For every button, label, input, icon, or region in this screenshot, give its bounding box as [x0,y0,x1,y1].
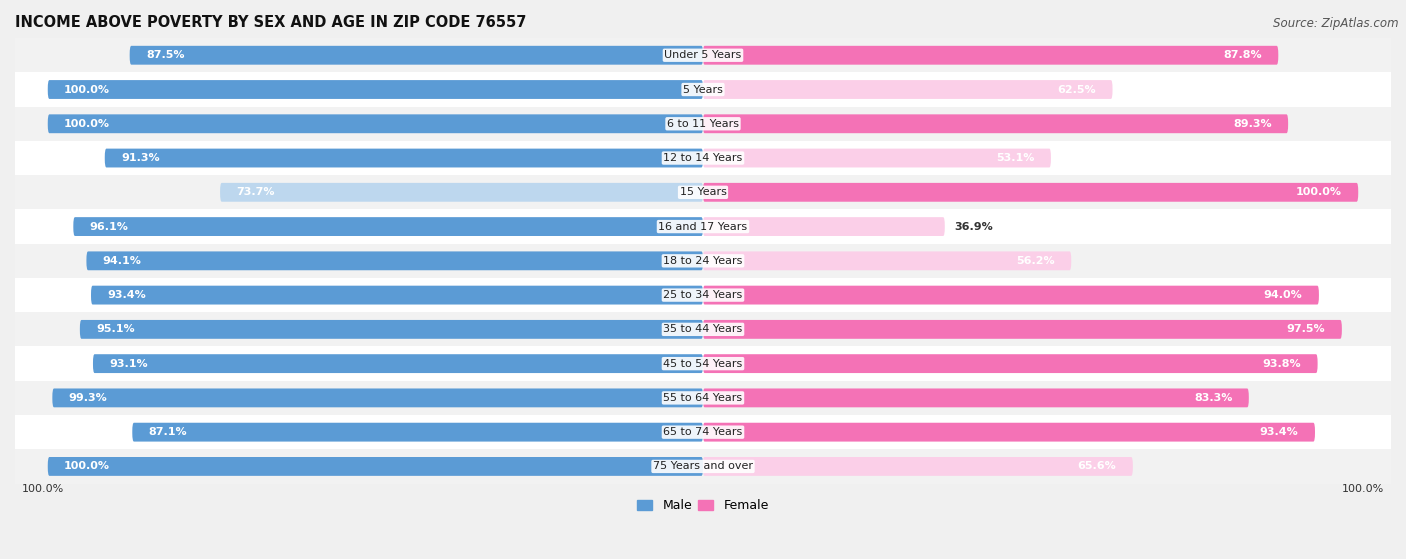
FancyBboxPatch shape [703,217,945,236]
Bar [15,210,1391,244]
FancyBboxPatch shape [132,423,703,442]
Text: 100.0%: 100.0% [65,461,110,471]
FancyBboxPatch shape [48,457,703,476]
Text: 56.2%: 56.2% [1017,256,1054,266]
Text: 45 to 54 Years: 45 to 54 Years [664,359,742,368]
Text: 93.4%: 93.4% [107,290,146,300]
Text: 5 Years: 5 Years [683,84,723,94]
Bar [15,38,1391,72]
Text: 93.1%: 93.1% [110,359,148,368]
Bar [15,278,1391,312]
FancyBboxPatch shape [703,115,1288,133]
Text: 94.0%: 94.0% [1264,290,1302,300]
Text: 100.0%: 100.0% [65,84,110,94]
Text: 97.5%: 97.5% [1286,324,1326,334]
FancyBboxPatch shape [703,286,1319,305]
Text: 96.1%: 96.1% [90,221,128,231]
Text: Source: ZipAtlas.com: Source: ZipAtlas.com [1274,17,1399,30]
Bar [15,72,1391,107]
Text: 87.1%: 87.1% [149,427,187,437]
Bar [15,381,1391,415]
Bar [15,244,1391,278]
Text: 100.0%: 100.0% [1343,484,1385,494]
Text: 16 and 17 Years: 16 and 17 Years [658,221,748,231]
FancyBboxPatch shape [703,80,1112,99]
Text: 94.1%: 94.1% [103,256,142,266]
Text: 93.8%: 93.8% [1263,359,1301,368]
Text: 83.3%: 83.3% [1194,393,1233,403]
Bar [15,449,1391,484]
Text: 87.5%: 87.5% [146,50,184,60]
Text: 100.0%: 100.0% [21,484,63,494]
Legend: Male, Female: Male, Female [633,494,773,518]
FancyBboxPatch shape [105,149,703,168]
FancyBboxPatch shape [48,115,703,133]
FancyBboxPatch shape [48,80,703,99]
Bar [15,312,1391,347]
Text: 91.3%: 91.3% [121,153,160,163]
Text: Under 5 Years: Under 5 Years [665,50,741,60]
FancyBboxPatch shape [91,286,703,305]
Bar [15,175,1391,210]
FancyBboxPatch shape [703,46,1278,65]
Text: 99.3%: 99.3% [69,393,107,403]
FancyBboxPatch shape [221,183,703,202]
FancyBboxPatch shape [129,46,703,65]
Text: 65 to 74 Years: 65 to 74 Years [664,427,742,437]
Text: 53.1%: 53.1% [997,153,1035,163]
Text: 75 Years and over: 75 Years and over [652,461,754,471]
FancyBboxPatch shape [73,217,703,236]
Bar [15,141,1391,175]
FancyBboxPatch shape [703,354,1317,373]
Text: 100.0%: 100.0% [65,119,110,129]
FancyBboxPatch shape [703,423,1315,442]
Bar [15,347,1391,381]
Text: 18 to 24 Years: 18 to 24 Years [664,256,742,266]
Text: 65.6%: 65.6% [1078,461,1116,471]
FancyBboxPatch shape [86,252,703,270]
Text: 35 to 44 Years: 35 to 44 Years [664,324,742,334]
Text: 6 to 11 Years: 6 to 11 Years [666,119,740,129]
Text: 12 to 14 Years: 12 to 14 Years [664,153,742,163]
Text: 55 to 64 Years: 55 to 64 Years [664,393,742,403]
Text: 95.1%: 95.1% [96,324,135,334]
Bar [15,107,1391,141]
FancyBboxPatch shape [703,389,1249,408]
Text: 62.5%: 62.5% [1057,84,1097,94]
FancyBboxPatch shape [93,354,703,373]
FancyBboxPatch shape [703,149,1050,168]
FancyBboxPatch shape [52,389,703,408]
FancyBboxPatch shape [703,183,1358,202]
Text: 87.8%: 87.8% [1223,50,1263,60]
Text: 36.9%: 36.9% [955,221,994,231]
Text: 25 to 34 Years: 25 to 34 Years [664,290,742,300]
Text: 89.3%: 89.3% [1233,119,1272,129]
FancyBboxPatch shape [80,320,703,339]
Text: 15 Years: 15 Years [679,187,727,197]
Text: 100.0%: 100.0% [1296,187,1341,197]
Bar [15,415,1391,449]
Text: 93.4%: 93.4% [1260,427,1299,437]
FancyBboxPatch shape [703,457,1133,476]
FancyBboxPatch shape [703,252,1071,270]
Text: 73.7%: 73.7% [236,187,276,197]
FancyBboxPatch shape [703,320,1341,339]
Text: INCOME ABOVE POVERTY BY SEX AND AGE IN ZIP CODE 76557: INCOME ABOVE POVERTY BY SEX AND AGE IN Z… [15,15,526,30]
